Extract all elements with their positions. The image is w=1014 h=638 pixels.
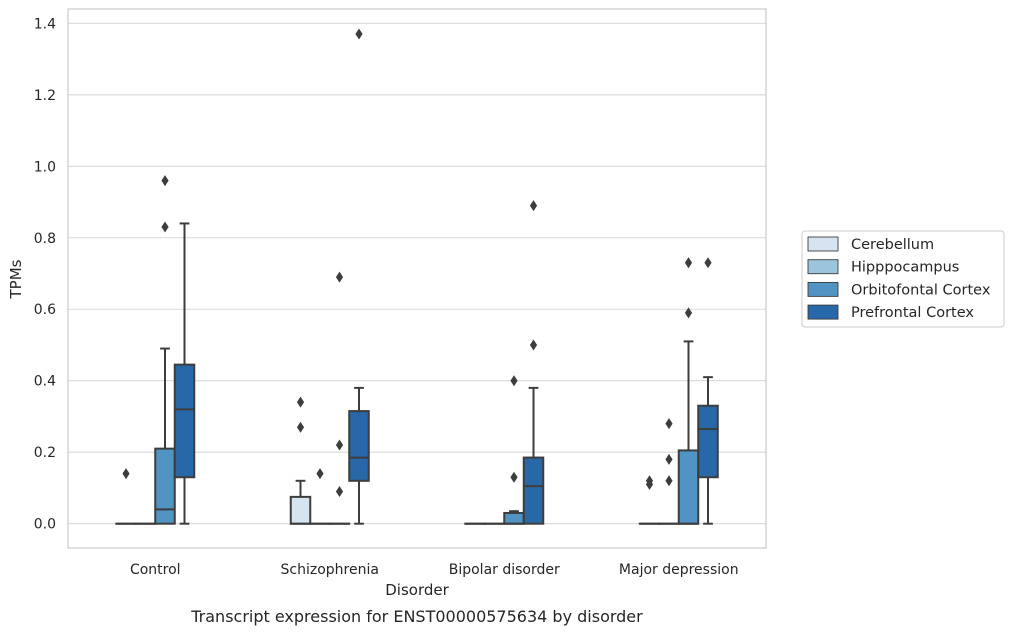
box-2-3 bbox=[679, 257, 699, 523]
box-0-1 bbox=[291, 397, 311, 524]
box-body bbox=[679, 450, 699, 523]
outlier-point bbox=[122, 468, 129, 479]
y-tick-label: 0.2 bbox=[34, 445, 56, 461]
legend-label: Hipppocampus bbox=[851, 260, 959, 276]
outlier-point bbox=[685, 257, 692, 268]
box-body bbox=[155, 449, 175, 524]
box-body bbox=[504, 513, 524, 524]
y-tick-label: 1.2 bbox=[34, 88, 56, 104]
box-3-1 bbox=[349, 29, 369, 524]
box-3-0 bbox=[175, 223, 195, 523]
box-body bbox=[698, 406, 718, 477]
x-tick-labels: Control Schizophrenia Bipolar disorder Majo… bbox=[130, 562, 739, 578]
outlier-point bbox=[510, 472, 517, 483]
y-tick-label: 1.4 bbox=[34, 16, 56, 32]
outlier-point bbox=[336, 272, 343, 283]
y-tick-label: 0.4 bbox=[34, 374, 56, 390]
y-tick-label: 0.0 bbox=[34, 517, 56, 533]
y-tick-labels: 0.0 0.2 0.4 0.6 0.8 1.0 1.2 1.4 bbox=[34, 16, 56, 532]
outlier-point bbox=[530, 339, 537, 350]
x-tick-label: Major depression bbox=[619, 562, 739, 578]
box-2-0 bbox=[155, 175, 175, 524]
outlier-point bbox=[530, 200, 537, 211]
outlier-point bbox=[510, 375, 517, 386]
y-tick-label: 0.8 bbox=[34, 231, 56, 247]
box-layer bbox=[116, 29, 718, 524]
box-body bbox=[175, 365, 195, 478]
legend-swatch bbox=[808, 237, 838, 251]
box-0-0 bbox=[116, 468, 136, 524]
chart-caption: Transcript expression for ENST0000057563… bbox=[190, 607, 643, 626]
outlier-point bbox=[161, 175, 168, 186]
outlier-point bbox=[336, 486, 343, 497]
x-axis-label: Disorder bbox=[385, 581, 449, 599]
box-1-3 bbox=[659, 418, 679, 524]
legend-swatch bbox=[808, 282, 838, 296]
y-tick-label: 0.6 bbox=[34, 302, 56, 318]
legend: Cerebellum Hipppocampus Orbitofontal Corte… bbox=[802, 231, 1004, 327]
x-tick-label: Control bbox=[130, 562, 181, 578]
box-3-2 bbox=[524, 200, 544, 524]
legend-label: Prefrontal Cortex bbox=[851, 305, 974, 321]
outlier-point bbox=[297, 422, 304, 433]
outlier-point bbox=[355, 29, 362, 40]
outlier-point bbox=[665, 454, 672, 465]
outlier-point bbox=[297, 397, 304, 408]
legend-label: Orbitofontal Cortex bbox=[851, 282, 991, 298]
outlier-point bbox=[665, 418, 672, 429]
outlier-point bbox=[704, 257, 711, 268]
y-axis-label: TPMs bbox=[7, 259, 25, 299]
box-body bbox=[291, 497, 311, 524]
outlier-point bbox=[336, 440, 343, 451]
box-body bbox=[524, 458, 544, 524]
box-0-3 bbox=[640, 475, 660, 523]
box-body bbox=[349, 411, 369, 481]
outlier-point bbox=[316, 468, 323, 479]
x-tick-label: Bipolar disorder bbox=[449, 562, 560, 578]
legend-label: Cerebellum bbox=[851, 237, 934, 253]
outlier-point bbox=[161, 222, 168, 233]
y-tick-label: 1.0 bbox=[34, 159, 56, 175]
box-2-2 bbox=[504, 375, 524, 523]
box-1-1 bbox=[310, 468, 330, 524]
box-3-3 bbox=[698, 257, 718, 523]
legend-swatch bbox=[808, 305, 838, 319]
outlier-point bbox=[665, 475, 672, 486]
x-tick-label: Schizophrenia bbox=[281, 562, 379, 578]
legend-swatch bbox=[808, 260, 838, 274]
